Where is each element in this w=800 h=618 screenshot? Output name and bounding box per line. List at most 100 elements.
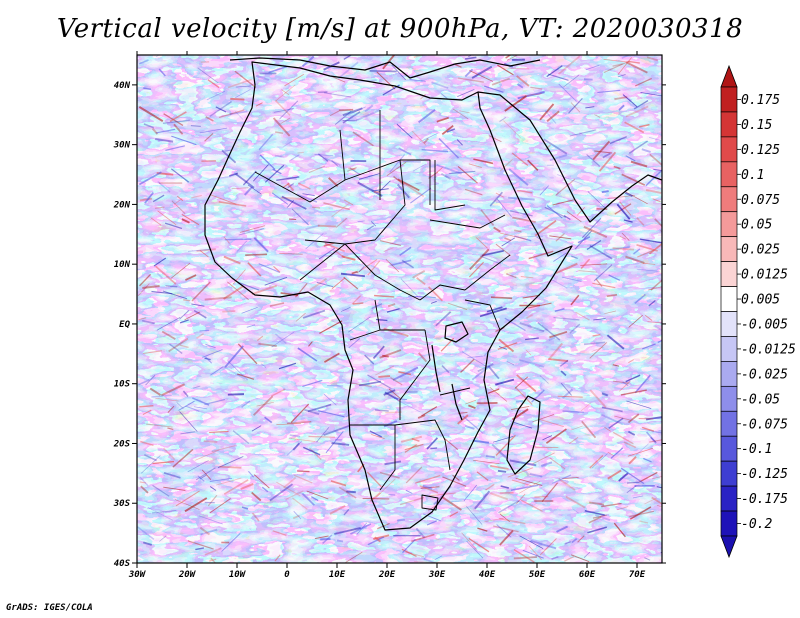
field-streak (522, 294, 540, 299)
field-streak (589, 501, 605, 506)
field-streak (162, 447, 176, 461)
field-streak (646, 56, 659, 62)
field-streak (171, 135, 197, 146)
field-streak (476, 471, 489, 481)
field-streak (140, 485, 149, 494)
field-streak (258, 263, 280, 273)
field-streak (276, 423, 301, 425)
field-streak (196, 248, 216, 252)
field-streak (279, 100, 299, 120)
field-streak (258, 342, 277, 347)
field-streak (488, 135, 502, 143)
lon-tick-label: 70E (629, 570, 646, 580)
field-streak (331, 202, 350, 218)
field-streak (499, 513, 510, 522)
field-streak (603, 60, 630, 74)
field-streak (227, 393, 245, 396)
field-streak (499, 116, 507, 123)
field-streak (284, 73, 305, 87)
field-streak (640, 428, 662, 434)
field-streak (583, 551, 591, 559)
field-streak (310, 496, 319, 501)
field-streak (308, 341, 313, 347)
madagascar-coastline (506, 395, 541, 475)
lon-tick-label: 40E (479, 570, 496, 580)
field-streak (448, 534, 460, 538)
field-streak (634, 77, 652, 87)
field-streak (429, 492, 456, 497)
field-streak (364, 354, 375, 365)
field-streak (330, 480, 347, 487)
field-streak (281, 89, 290, 95)
field-streak (632, 495, 644, 499)
field-streak (204, 398, 226, 406)
field-streak (391, 259, 412, 266)
field-streak (446, 128, 456, 133)
colorbar-label: -0.175 (741, 492, 788, 507)
field-streak (548, 336, 556, 341)
field-streak (155, 128, 176, 134)
field-streak (612, 247, 635, 251)
field-streak (251, 491, 262, 502)
field-streak (323, 393, 337, 406)
field-streak (622, 94, 638, 108)
field-streak (628, 60, 640, 64)
field-streak (620, 389, 647, 396)
field-streak (199, 526, 211, 536)
field-streak (503, 120, 521, 138)
field-streak (618, 472, 629, 482)
field-streak (518, 359, 545, 368)
field-streak (241, 400, 251, 408)
field-streak (418, 132, 438, 143)
field-streak (138, 171, 162, 186)
field-streak (534, 495, 549, 498)
field-streak (211, 445, 236, 453)
field-streak (505, 273, 517, 279)
field-streak (604, 310, 616, 315)
field-streak (286, 421, 312, 425)
colorbar-box (720, 161, 738, 188)
field-streak (645, 188, 662, 194)
field-streak (196, 332, 205, 339)
field-streak (570, 425, 583, 431)
field-streak (562, 410, 585, 414)
field-streak (239, 225, 266, 233)
field-streak (323, 242, 335, 247)
field-streak (312, 206, 321, 209)
field-streak (589, 455, 604, 469)
field-streak (221, 533, 241, 552)
field-streak (521, 499, 543, 512)
field-streak (629, 506, 652, 520)
field-streak (528, 545, 542, 561)
field-streak (495, 434, 516, 456)
field-streak (179, 344, 189, 349)
field-streak (499, 517, 526, 525)
field-streak (179, 411, 198, 432)
field-streak (318, 247, 336, 260)
field-streak (637, 249, 655, 258)
field-streak (366, 471, 382, 488)
colorbar-box (720, 311, 738, 337)
field-streak (376, 71, 396, 90)
field-streak (506, 361, 515, 366)
colorbar-label: -0.075 (741, 417, 788, 432)
field-streak (208, 558, 217, 562)
field-streak (467, 355, 483, 359)
longitude-ticks: 30W 20W 10W 0 10E 20E 30E 40E 50E 60E 70E (128, 51, 646, 580)
field-streak (157, 210, 177, 226)
field-streak (501, 237, 516, 247)
field-streak (509, 459, 537, 467)
field-streak (456, 139, 463, 146)
field-streak (532, 452, 555, 465)
field-streak (416, 277, 426, 286)
field-streak (302, 193, 315, 197)
coastlines-and-borders (204, 57, 662, 531)
field-streak (521, 93, 542, 97)
field-streak (444, 438, 459, 451)
field-streak (232, 269, 246, 285)
field-streak (436, 167, 443, 173)
field-streak (618, 380, 631, 392)
colorbar-top-arrow (720, 64, 738, 88)
field-streak (480, 209, 495, 226)
field-streak (386, 308, 400, 313)
